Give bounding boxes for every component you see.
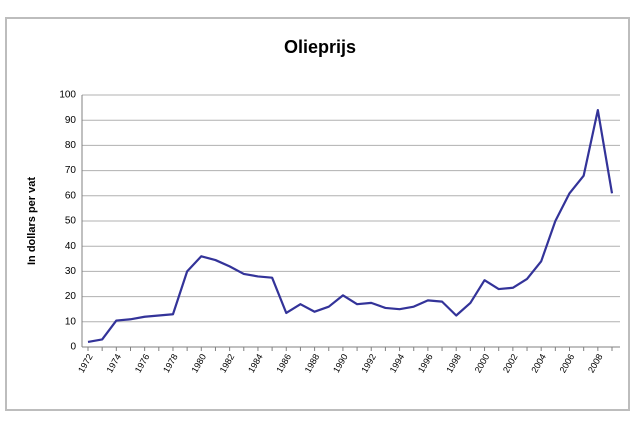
y-tick-label: 30 [65,266,77,277]
y-tick-label: 100 [59,90,76,101]
y-tick-label: 20 [65,291,77,302]
y-tick-label: 0 [70,342,76,353]
y-axis-label: In dollars per vat [26,177,38,265]
chart-title: Olieprijs [284,37,356,57]
y-tick-label: 10 [65,316,77,327]
y-tick-label: 40 [65,241,77,252]
y-tick-label: 70 [65,165,77,176]
y-tick-label: 80 [65,140,77,151]
y-tick-label: 60 [65,190,77,201]
chart-frame [5,17,630,411]
y-tick-label: 90 [65,115,77,126]
data-line [87,109,614,344]
y-tick-label: 50 [65,216,77,227]
